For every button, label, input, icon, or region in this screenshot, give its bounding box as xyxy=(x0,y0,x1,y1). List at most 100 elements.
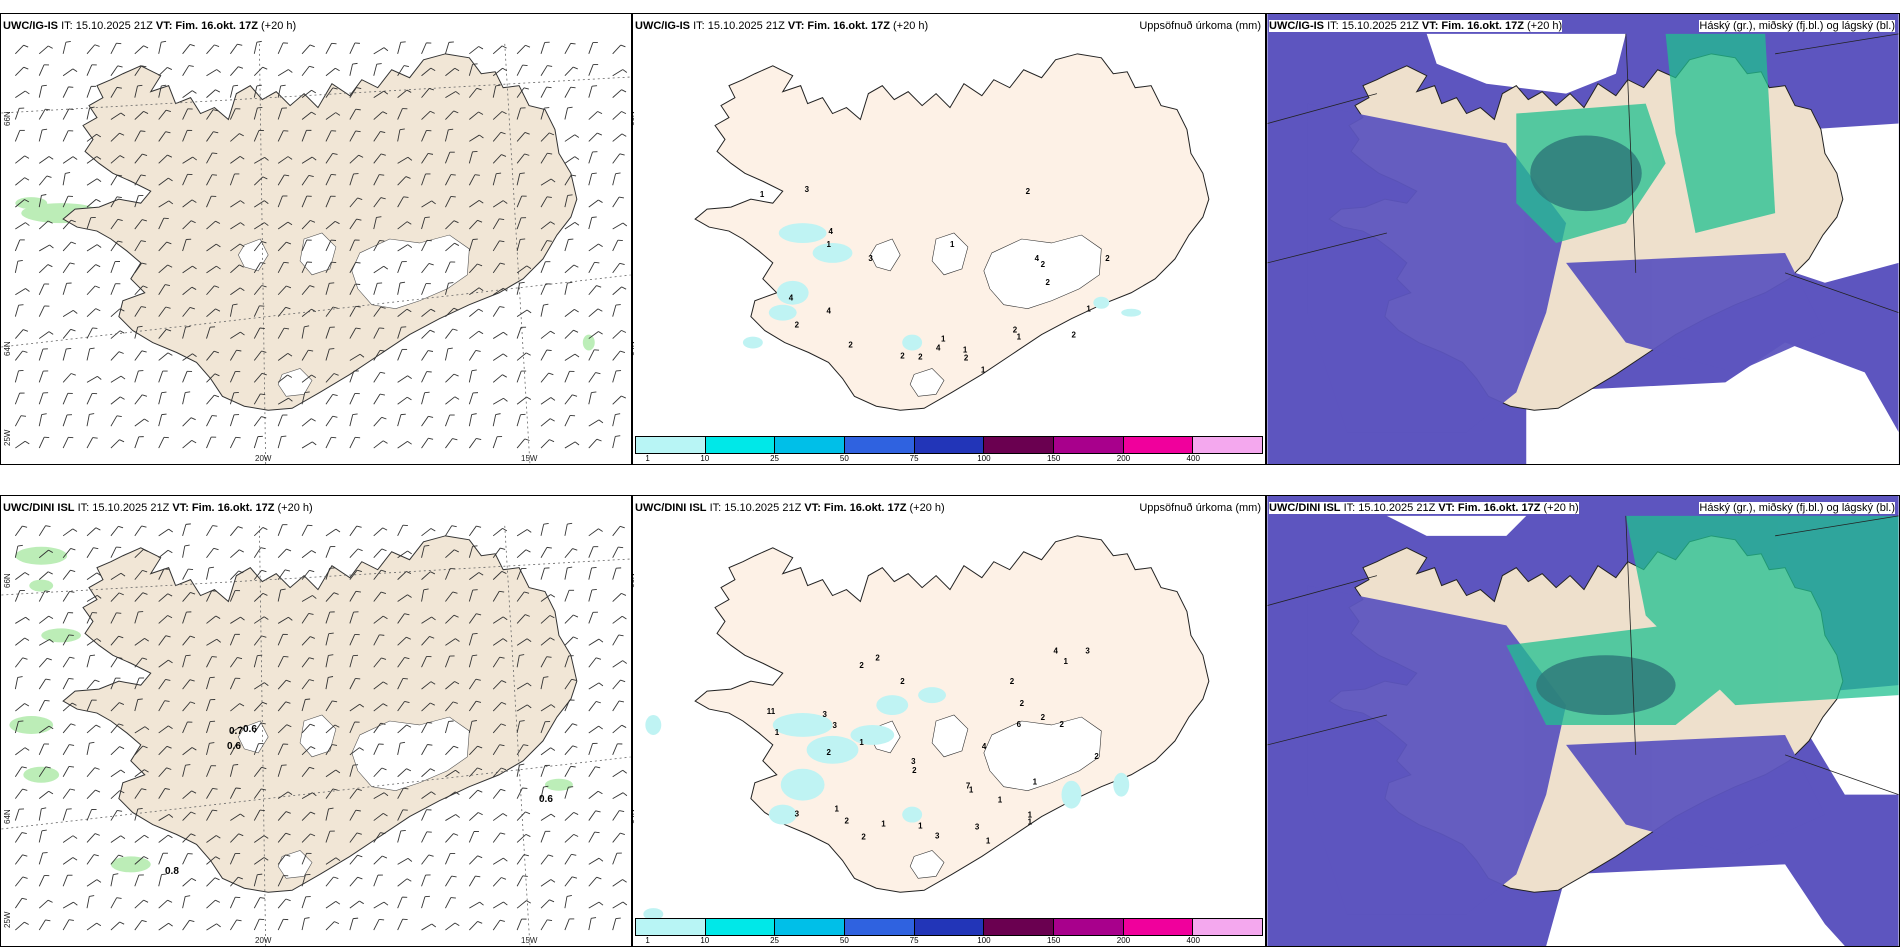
wind-map-panel-top: UWC/IG-IS IT: 15.10.2025 21Z VT: Fim. 16… xyxy=(0,13,632,465)
wind-barbs xyxy=(14,40,628,449)
panel-right-title: Uppsöfnuð úrkoma (mm) xyxy=(1139,20,1261,32)
precip-value: 1 xyxy=(760,190,765,199)
precip-value: 6 xyxy=(1017,720,1022,729)
precip-value: 1 xyxy=(950,240,955,249)
colorbar-segment xyxy=(1123,437,1194,453)
precip-value: 3 xyxy=(975,823,980,832)
precip-value: 1 xyxy=(963,345,968,354)
colorbar-segment xyxy=(1054,437,1124,453)
colorbar-segment xyxy=(914,919,985,935)
precip-value: 3 xyxy=(1085,646,1090,655)
colorbar-tick-label: 200 xyxy=(1116,454,1131,463)
precip-value: 2 xyxy=(964,353,969,362)
cloud-map-panel-bottom: UWC/DINI ISL IT: 15.10.2025 21Z VT: Fim.… xyxy=(1266,495,1900,947)
precip-value: 1 xyxy=(827,240,832,249)
low-cloud-overlay xyxy=(1307,103,1825,433)
precip-value: 1 xyxy=(918,822,923,831)
precip-value: 1 xyxy=(881,820,886,829)
precip-value: 1 xyxy=(1033,778,1038,787)
colorbar-segment xyxy=(705,437,776,453)
cloud-map-svg xyxy=(1267,496,1899,946)
precip-value: 3 xyxy=(935,831,940,840)
precip-value: 3 xyxy=(911,757,916,766)
panel-title: UWC/DINI ISL IT: 15.10.2025 21Z VT: Fim.… xyxy=(635,502,945,514)
lat-label-64: 64N xyxy=(632,341,636,356)
precip-value: 1 xyxy=(981,365,986,374)
precip-value: 4 xyxy=(829,227,834,236)
colorbar-tick-label: 10 xyxy=(700,936,710,945)
precip-value: 2 xyxy=(1013,326,1018,335)
precip-value: 2 xyxy=(861,832,866,841)
colorbar-segment xyxy=(1054,919,1124,935)
precip-value: 1 xyxy=(986,836,991,845)
colorbar-segment xyxy=(845,919,915,935)
colorbar-tick-label: 50 xyxy=(839,936,849,945)
iceland-land xyxy=(62,53,578,411)
precip-value: 2 xyxy=(1020,699,1025,708)
colorbar-segment xyxy=(845,437,915,453)
precip-value: 1 xyxy=(775,728,780,737)
colorbar-segment xyxy=(1123,919,1194,935)
precip-map-panel-bottom: UWC/DINI ISL IT: 15.10.2025 21Z VT: Fim.… xyxy=(632,495,1266,947)
colorbar-tick-label: 10 xyxy=(700,454,710,463)
lon-label-15: 15W xyxy=(521,936,538,945)
glacier xyxy=(277,850,313,879)
precip-value: 7 xyxy=(966,782,971,791)
wind-value-label: 0.8 xyxy=(165,866,179,877)
colorbar-segment xyxy=(984,919,1055,935)
glacier xyxy=(351,716,470,791)
precip-value: 2 xyxy=(1026,187,1031,196)
lat-label-66: 66N xyxy=(3,111,12,126)
high-cloud-overlay xyxy=(1536,655,1676,716)
precip-colorbar xyxy=(635,918,1263,936)
cloud-map-panel-top: UWC/IG-IS IT: 15.10.2025 21Z VT: Fim. 16… xyxy=(1266,13,1900,465)
precip-value: 4 xyxy=(982,742,987,751)
precip-value: 2 xyxy=(918,352,923,361)
precip-value: 3 xyxy=(868,254,873,263)
glacier xyxy=(909,368,945,397)
precip-value: 2 xyxy=(827,748,832,757)
precip-value: 4 xyxy=(827,307,832,316)
precip-areas xyxy=(742,223,1142,351)
precip-colorbar xyxy=(635,436,1263,454)
panel-title: UWC/DINI ISL IT: 15.10.2025 21Z VT: Fim.… xyxy=(3,502,313,514)
colorbar-segment xyxy=(705,919,776,935)
precip-value: 3 xyxy=(833,721,838,730)
lat-label-64: 64N xyxy=(632,809,636,824)
lon-label-20: 20W xyxy=(255,936,272,945)
precip-value: 2 xyxy=(1041,713,1046,722)
low-cloud-overlay xyxy=(1307,585,1825,915)
colorbar-tick-label: 25 xyxy=(770,936,779,945)
colorbar-tick-label: 150 xyxy=(1046,454,1061,463)
precip-value: 1 xyxy=(1028,811,1033,820)
colorbar-segment xyxy=(775,919,846,935)
colorbar-tick-label: 75 xyxy=(909,454,919,463)
colorbar-segment xyxy=(636,437,706,453)
colorbar-tick-label: 1 xyxy=(645,454,650,463)
precip-value: 2 xyxy=(848,341,853,350)
precip-map-panel-top: UWC/IG-IS IT: 15.10.2025 21Z VT: Fim. 16… xyxy=(632,13,1266,465)
colorbar-segment xyxy=(636,919,706,935)
precip-value: 2 xyxy=(1060,720,1065,729)
colorbar-segment xyxy=(775,437,846,453)
panel-right-title: Uppsöfnuð úrkoma (mm) xyxy=(1139,502,1261,514)
colorbar-segment xyxy=(1193,919,1263,935)
lat-label-64: 64N xyxy=(3,341,12,356)
panel-title: UWC/IG-IS IT: 15.10.2025 21Z VT: Fim. 16… xyxy=(3,20,297,32)
precip-value: 2 xyxy=(1071,331,1076,340)
colorbar-tick-label: 150 xyxy=(1046,936,1061,945)
precip-value: 2 xyxy=(912,766,917,775)
precip-value: 1 xyxy=(859,738,864,747)
glacier xyxy=(238,720,269,754)
lon-label-25: 25W xyxy=(3,429,12,446)
colorbar-segment xyxy=(1193,437,1263,453)
precip-value: 1 xyxy=(1063,657,1068,666)
panel-title: UWC/DINI ISL IT: 15.10.2025 21Z VT: Fim.… xyxy=(1269,502,1579,514)
glacier xyxy=(931,232,969,276)
lat-label-64: 64N xyxy=(3,809,12,824)
precip-value: 2 xyxy=(795,321,800,330)
colorbar-tick-label: 25 xyxy=(770,454,779,463)
